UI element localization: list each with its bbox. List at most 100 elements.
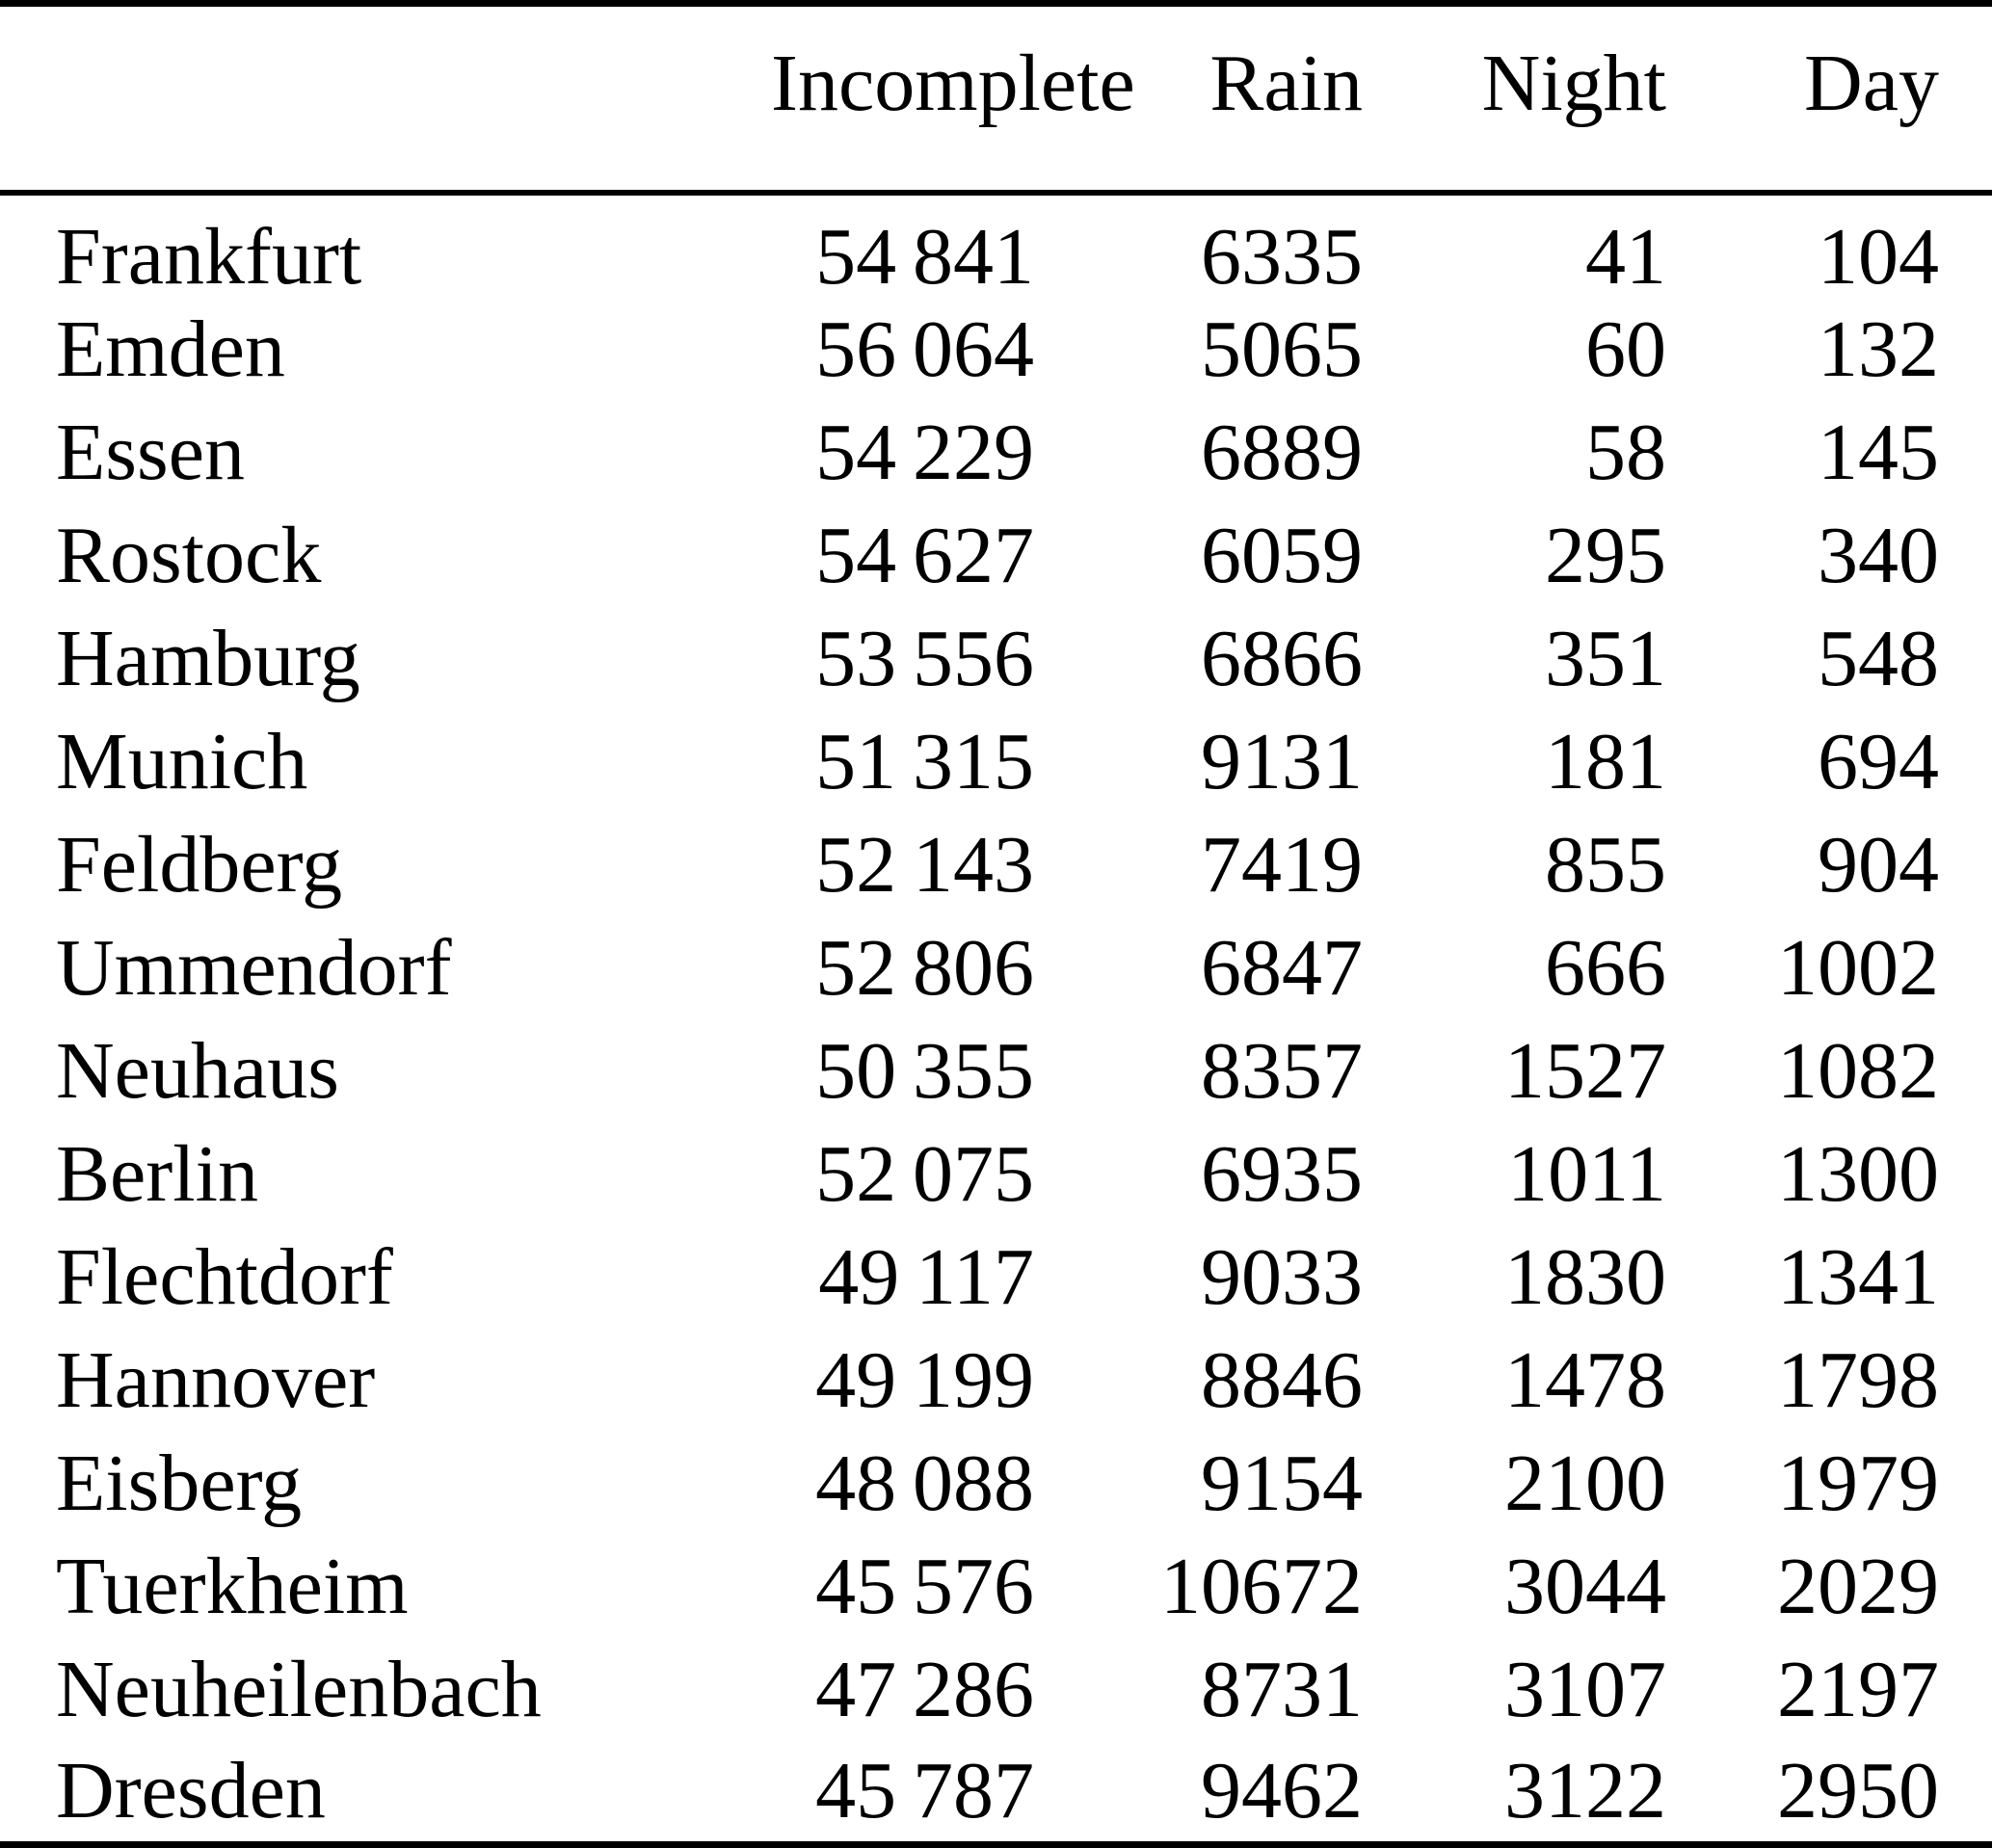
- cell-night: 1011: [1507, 1128, 1666, 1219]
- cell-day: 1082: [1777, 1025, 1939, 1116]
- cell-night: 58: [1585, 407, 1666, 497]
- table-row: Neuheilenbach 47 286 8731 3107 2197: [0, 1638, 1992, 1741]
- cell-day: 2950: [1777, 1745, 1939, 1835]
- table-row: Feldberg 52 143 7419 855 904: [0, 813, 1992, 916]
- cell-incomplete: 56 064: [815, 304, 1034, 394]
- cell-rain: 6335: [1201, 212, 1363, 302]
- cell-day: 548: [1818, 613, 1939, 703]
- cell-night: 351: [1545, 613, 1666, 703]
- table-row: Ummendorf 52 806 6847 666 1002: [0, 916, 1992, 1019]
- cell-city: Hamburg: [56, 613, 360, 703]
- cell-rain: 10672: [1160, 1541, 1363, 1631]
- cell-rain: 9131: [1201, 716, 1363, 806]
- cell-rain: 8731: [1201, 1644, 1363, 1734]
- cell-day: 1979: [1777, 1438, 1939, 1528]
- cell-incomplete: 54 229: [815, 407, 1034, 497]
- cell-rain: 6866: [1201, 613, 1363, 703]
- column-header-incomplete: Incomplete: [771, 3, 1135, 196]
- table-row: Munich 51 315 9131 181 694: [0, 710, 1992, 813]
- cell-night: 295: [1545, 510, 1666, 600]
- cell-city: Emden: [56, 304, 285, 394]
- cell-city: Feldberg: [56, 819, 343, 910]
- cell-incomplete: 45 576: [815, 1541, 1034, 1631]
- cell-rain: 9462: [1201, 1745, 1363, 1835]
- column-header-rain: Rain: [1034, 3, 1363, 196]
- cell-rain: 7419: [1201, 819, 1363, 910]
- table-row: Emden 56 064 5065 60 132: [0, 298, 1992, 401]
- cell-incomplete: 45 787: [815, 1745, 1034, 1835]
- cell-day: 104: [1818, 212, 1939, 302]
- cell-incomplete: 53 556: [815, 613, 1034, 703]
- cell-incomplete: 54 841: [815, 212, 1034, 302]
- cell-city: Neuheilenbach: [56, 1644, 542, 1734]
- cell-city: Neuhaus: [56, 1025, 339, 1116]
- table-row: Hamburg 53 556 6866 351 548: [0, 607, 1992, 710]
- table-row: Dresden 45 787 9462 3122 2950: [0, 1741, 1992, 1844]
- cell-incomplete: 50 355: [815, 1025, 1034, 1116]
- cell-day: 1798: [1777, 1334, 1939, 1425]
- table-row: Rostock 54 627 6059 295 340: [0, 504, 1992, 607]
- cell-rain: 8357: [1201, 1025, 1363, 1116]
- cell-day: 1300: [1777, 1128, 1939, 1219]
- cell-rain: 6935: [1201, 1128, 1363, 1219]
- cell-night: 41: [1585, 212, 1666, 302]
- cell-night: 3044: [1504, 1541, 1666, 1631]
- cell-night: 181: [1545, 716, 1666, 806]
- cell-incomplete: 54 627: [815, 510, 1034, 600]
- cell-rain: 6889: [1201, 407, 1363, 497]
- cell-city: Munich: [56, 716, 308, 806]
- cell-night: 3122: [1504, 1745, 1666, 1835]
- cell-city: Rostock: [56, 510, 322, 600]
- table-row: Neuhaus 50 355 8357 1527 1082: [0, 1019, 1992, 1122]
- cell-incomplete: 47 286: [815, 1644, 1034, 1734]
- table-row: Frankfurt 54 841 6335 41 104: [0, 193, 1992, 298]
- cell-rain: 6059: [1201, 510, 1363, 600]
- cell-night: 60: [1585, 304, 1666, 394]
- cell-night: 666: [1545, 922, 1666, 1013]
- table-row: Berlin 52 075 6935 1011 1300: [0, 1122, 1992, 1226]
- table-row: Flechtdorf 49 117 9033 1830 1341: [0, 1226, 1992, 1329]
- column-header-city: [0, 3, 771, 196]
- cell-night: 1527: [1504, 1025, 1666, 1116]
- cell-day: 132: [1818, 304, 1939, 394]
- cell-day: 1341: [1777, 1231, 1939, 1322]
- cell-night: 1478: [1504, 1334, 1666, 1425]
- cell-rain: 6847: [1201, 922, 1363, 1013]
- cell-night: 3107: [1504, 1644, 1666, 1734]
- cell-city: Frankfurt: [56, 212, 362, 302]
- cell-rain: 8846: [1201, 1334, 1363, 1425]
- cell-incomplete: 52 143: [815, 819, 1034, 910]
- cell-city: Flechtdorf: [56, 1231, 393, 1322]
- column-header-night: Night: [1363, 3, 1666, 196]
- cell-city: Tuerkheim: [56, 1541, 409, 1631]
- cell-incomplete: 49 117: [818, 1231, 1034, 1322]
- cell-incomplete: 49 199: [815, 1334, 1034, 1425]
- cell-night: 855: [1545, 819, 1666, 910]
- cell-city: Ummendorf: [56, 922, 452, 1013]
- cell-city: Hannover: [56, 1334, 376, 1425]
- cell-day: 2197: [1777, 1644, 1939, 1734]
- column-header-day: Day: [1666, 3, 1992, 196]
- cell-city: Dresden: [56, 1745, 326, 1835]
- cell-city: Eisberg: [56, 1438, 303, 1528]
- cell-day: 340: [1818, 510, 1939, 600]
- table-row: Eisberg 48 088 9154 2100 1979: [0, 1432, 1992, 1535]
- cell-city: Essen: [56, 407, 245, 497]
- table-header: Incomplete Rain Night Day: [0, 3, 1992, 196]
- cell-day: 904: [1818, 819, 1939, 910]
- cell-night: 2100: [1504, 1438, 1666, 1528]
- cell-city: Berlin: [56, 1128, 258, 1219]
- table-row: Hannover 49 199 8846 1478 1798: [0, 1329, 1992, 1432]
- cell-day: 2029: [1777, 1541, 1939, 1631]
- cell-night: 1830: [1504, 1231, 1666, 1322]
- cell-rain: 9154: [1201, 1438, 1363, 1528]
- cell-incomplete: 52 806: [815, 922, 1034, 1013]
- table-body: Frankfurt 54 841 6335 41 104 Emden 56 064 5065 6…: [0, 193, 1992, 1844]
- cell-day: 694: [1818, 716, 1939, 806]
- cell-rain: 9033: [1201, 1231, 1363, 1322]
- cell-incomplete: 52 075: [815, 1128, 1034, 1219]
- cell-incomplete: 51 315: [815, 716, 1034, 806]
- cell-rain: 5065: [1201, 304, 1363, 394]
- cell-day: 145: [1818, 407, 1939, 497]
